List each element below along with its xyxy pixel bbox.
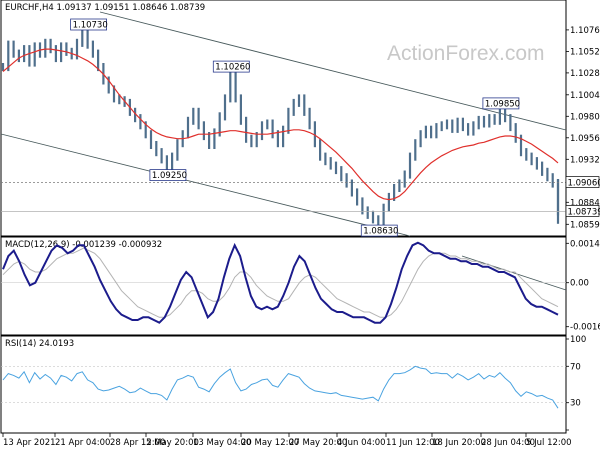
- price-tick-label: 1.09560: [570, 134, 600, 144]
- time-tick-label: 21 Apr 04:00: [55, 438, 110, 448]
- price-tick-label: 1.10765: [570, 26, 600, 36]
- annotation-box: [360, 224, 398, 237]
- price-tick-label: 1.10040: [570, 91, 600, 101]
- price-tick-label: 1.08595: [570, 220, 600, 230]
- macd-tick-label: -0.00165: [570, 323, 600, 333]
- time-tick-label: 20 May 12:00: [241, 438, 299, 448]
- time-tick-label: 28 Jun 04:00: [481, 438, 535, 448]
- price-channel-lines: [0, 11, 567, 237]
- annotation-label: 1.10730: [73, 21, 108, 31]
- time-tick-label: 13 May 04:00: [193, 438, 251, 448]
- macd-main-line: [2, 241, 559, 324]
- price-marker-box: [565, 205, 600, 217]
- macd-tick-label: 0.00: [570, 279, 589, 289]
- price-annotations: 1.10730 1.10260 1.09250 1.08630 1.09850: [70, 18, 520, 237]
- price-tick-label: 1.09800: [570, 112, 600, 122]
- annotation-box: [70, 18, 107, 31]
- price-series: [1, 29, 566, 226]
- rsi-tick-label: 70: [570, 362, 581, 372]
- time-tick-label: 11 Jun 12:00: [386, 438, 440, 448]
- time-tick-label: 18 Jun 20:00: [432, 438, 486, 448]
- price-tick-label: 1.10525: [570, 47, 600, 57]
- time-tick-label: 5 May 20:00: [146, 438, 199, 448]
- macd-axis: 0.001477 0.00 -0.00165: [566, 239, 600, 333]
- rsi-axis: 100 70 30: [566, 335, 586, 431]
- price-panel-frame: [0, 0, 567, 237]
- watermark: ActionForex.com: [387, 42, 545, 65]
- rsi-line: [2, 365, 559, 409]
- time-tick-label: 28 Apr 12:00: [110, 438, 165, 448]
- macd-trendline: [461, 255, 567, 291]
- rsi-panel-frame: [0, 335, 567, 434]
- macd-panel-frame: [0, 236, 567, 336]
- price-marker-label: 1.08739: [568, 207, 600, 217]
- moving-average-line: [2, 48, 559, 201]
- time-tick-label: 4 Jun 04:00: [337, 438, 386, 448]
- annotation-box: [149, 169, 187, 182]
- price-tick-label: 1.10285: [570, 69, 600, 79]
- price-tick-label: 1.08840: [570, 198, 600, 208]
- annotation-label: 1.09850: [485, 99, 520, 109]
- time-tick-label: 13 Apr 2021: [3, 438, 56, 448]
- price-axis: 1.10765 1.10525 1.10285 1.10040 1.09800 1.095…: [565, 26, 600, 230]
- rsi-tick-label: 30: [570, 399, 581, 409]
- rsi-tick-label: 100: [570, 335, 586, 345]
- rsi-series: [1, 365, 566, 409]
- annotation-label: 1.08630: [363, 227, 398, 237]
- annotation-box: [482, 97, 520, 110]
- annotation-label: 1.10260: [215, 63, 250, 73]
- time-tick-label: 27 May 20:00: [289, 438, 347, 448]
- time-axis: 13 Apr 2021 21 Apr 04:00 28 Apr 12:005 May…: [2, 433, 572, 448]
- price-marker-label: 1.09060: [568, 179, 600, 189]
- annotation-box: [212, 60, 250, 73]
- price-header: EURCHF,H4 1.09137 1.09151 1.08646 1.0873…: [5, 3, 205, 13]
- annotation-label: 1.09250: [152, 171, 187, 181]
- rsi-header: RSI(14) 24.0193: [5, 339, 74, 349]
- macd-tick-label: 0.001477: [570, 239, 600, 249]
- macd-series: [1, 241, 566, 324]
- time-tick-label: 5 Jul 12:00: [526, 438, 572, 448]
- price-marker-box: [565, 176, 600, 188]
